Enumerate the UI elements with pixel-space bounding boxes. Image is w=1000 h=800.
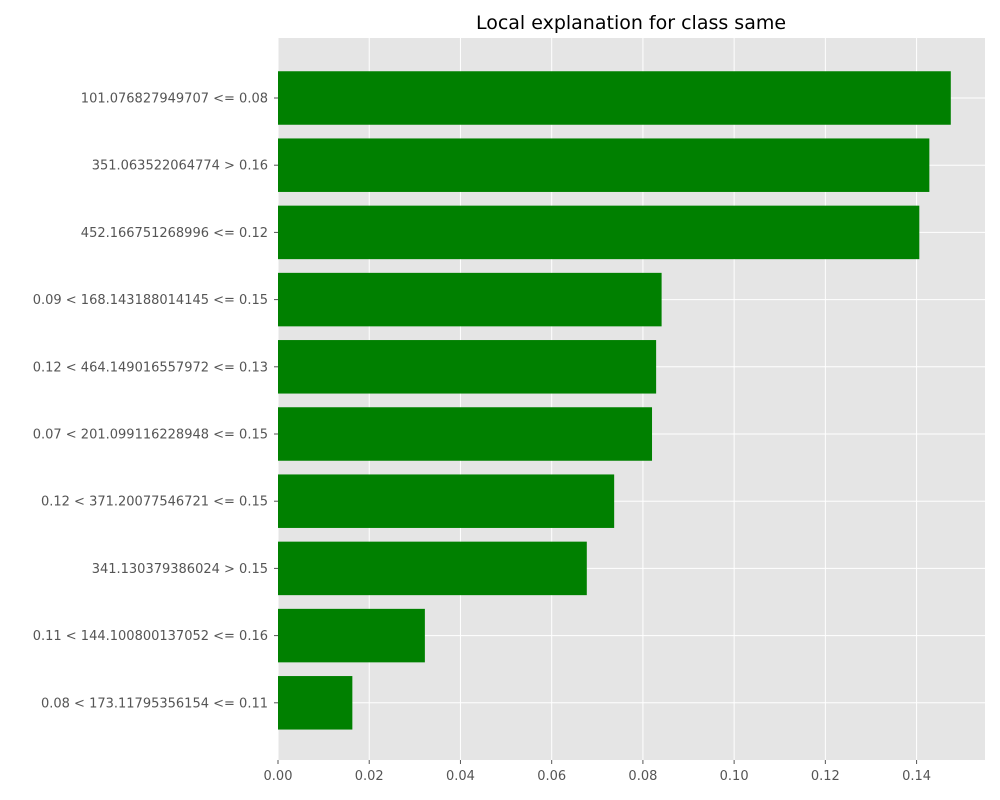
bar xyxy=(278,205,920,260)
x-tick-label: 0.00 xyxy=(264,769,293,784)
y-tick-label: 351.063522064774 > 0.16 xyxy=(92,159,268,174)
y-tick-label: 0.12 < 371.20077546721 <= 0.15 xyxy=(41,495,268,510)
y-tick-label: 0.07 < 201.099116228948 <= 0.15 xyxy=(33,428,268,443)
x-tick-label: 0.14 xyxy=(902,769,931,784)
x-tick-label: 0.08 xyxy=(628,769,657,784)
bar xyxy=(278,71,951,125)
bar xyxy=(278,407,653,461)
x-tick-label: 0.06 xyxy=(537,769,566,784)
x-tick-label: 0.04 xyxy=(446,769,475,784)
y-tick-label: 0.12 < 464.149016557972 <= 0.13 xyxy=(33,360,268,375)
y-tick-label: 101.076827949707 <= 0.08 xyxy=(81,92,268,107)
x-tick-label: 0.10 xyxy=(720,769,749,784)
bar xyxy=(278,541,587,596)
bar xyxy=(278,272,662,327)
chart-title: Local explanation for class same xyxy=(476,12,786,34)
y-tick-label: 452.166751268996 <= 0.12 xyxy=(81,226,268,241)
y-tick-label: 341.130379386024 > 0.15 xyxy=(92,562,268,577)
x-tick-label: 0.12 xyxy=(811,769,840,784)
y-tick-label: 0.09 < 168.143188014145 <= 0.15 xyxy=(33,293,268,308)
bar xyxy=(278,340,657,394)
y-tick-label: 0.08 < 173.11795356154 <= 0.11 xyxy=(41,696,268,711)
y-tick-label: 0.11 < 144.100800137052 <= 0.16 xyxy=(33,629,268,644)
bar xyxy=(278,138,930,192)
bar xyxy=(278,676,353,730)
bar xyxy=(278,474,615,528)
x-tick-label: 0.02 xyxy=(355,769,384,784)
bar xyxy=(278,608,425,663)
